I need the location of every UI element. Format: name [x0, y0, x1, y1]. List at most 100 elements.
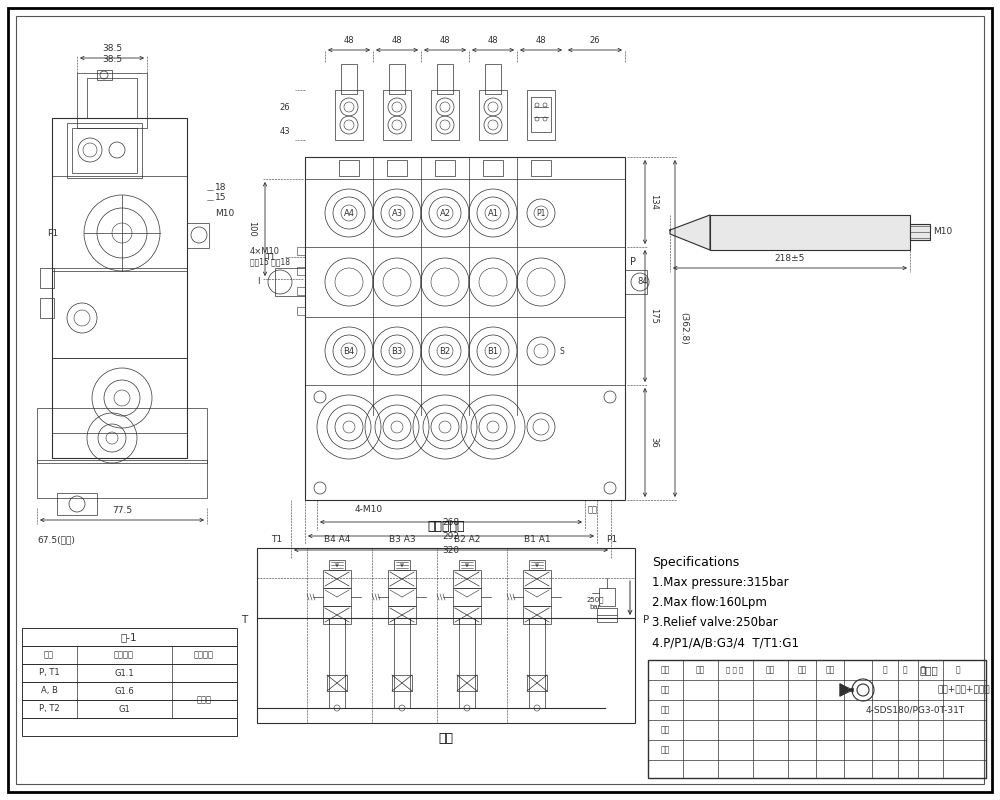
Text: 审核: 审核 — [660, 706, 670, 714]
Bar — [527, 675, 547, 691]
Bar — [323, 606, 351, 624]
Text: G1.6: G1.6 — [114, 686, 134, 695]
Text: 48: 48 — [536, 36, 546, 45]
Text: G1.1: G1.1 — [114, 669, 134, 678]
Bar — [485, 64, 501, 94]
Text: 4×M10: 4×M10 — [250, 247, 280, 257]
Text: B3 A3: B3 A3 — [389, 535, 415, 545]
Bar — [37, 408, 207, 463]
Text: S: S — [559, 346, 564, 355]
Text: 液压原理图: 液压原理图 — [427, 519, 465, 533]
Text: (362.8): (362.8) — [679, 312, 688, 345]
Text: 制图: 制图 — [660, 666, 670, 674]
Bar — [77, 73, 147, 128]
Bar — [389, 64, 405, 94]
Bar — [435, 160, 455, 176]
Text: 48: 48 — [344, 36, 354, 45]
Bar — [37, 460, 207, 498]
Text: 67.5(测轴): 67.5(测轴) — [37, 535, 75, 545]
Text: 签名: 签名 — [765, 666, 775, 674]
Text: A3: A3 — [391, 209, 403, 218]
Text: 深公15 兰公18: 深公15 兰公18 — [250, 258, 290, 266]
Text: 48: 48 — [488, 36, 498, 45]
Bar — [257, 548, 635, 723]
Text: 校对: 校对 — [660, 686, 670, 694]
Bar — [457, 675, 477, 691]
Bar — [388, 570, 416, 588]
Text: 4.P/P1/A/B:G3/4  T/T1:G1: 4.P/P1/A/B:G3/4 T/T1:G1 — [652, 636, 799, 649]
Text: M10: M10 — [933, 227, 952, 237]
Text: 4-M10: 4-M10 — [355, 506, 383, 514]
Bar — [523, 570, 551, 588]
Text: 共: 共 — [883, 666, 887, 674]
Bar — [297, 287, 305, 295]
Bar — [97, 70, 112, 80]
Bar — [910, 224, 930, 240]
Text: P, T1: P, T1 — [39, 669, 59, 678]
Bar — [297, 247, 305, 255]
Text: 张: 张 — [956, 666, 960, 674]
Text: 320: 320 — [442, 546, 460, 555]
Text: 年 月 日: 年 月 日 — [726, 666, 744, 674]
Text: 134: 134 — [649, 194, 658, 210]
Text: 标准件: 标准件 — [196, 695, 212, 705]
Text: 串联: 串联 — [438, 731, 454, 745]
Text: I: I — [257, 278, 260, 286]
Bar — [529, 560, 545, 570]
Text: 250
bar: 250 bar — [586, 596, 604, 610]
Text: 26: 26 — [590, 36, 600, 45]
Bar — [323, 588, 351, 606]
Text: P1: P1 — [536, 209, 546, 218]
Text: 15: 15 — [215, 194, 226, 202]
Text: 表-1: 表-1 — [121, 632, 137, 642]
Text: 2.Max flow:160Lpm: 2.Max flow:160Lpm — [652, 596, 767, 609]
Bar — [597, 608, 617, 622]
Bar — [531, 160, 551, 176]
Text: M10: M10 — [215, 209, 234, 218]
Text: 单位: 单位 — [695, 666, 705, 674]
Bar — [387, 160, 407, 176]
Bar — [710, 215, 910, 250]
Bar — [648, 660, 986, 778]
Bar — [22, 700, 237, 718]
Text: 100: 100 — [247, 221, 256, 237]
Bar — [297, 267, 305, 275]
Text: 268: 268 — [442, 518, 460, 527]
Text: B3: B3 — [391, 346, 403, 355]
Bar — [531, 97, 551, 132]
Text: A4: A4 — [344, 209, 354, 218]
Text: 48: 48 — [440, 36, 450, 45]
Text: P1: P1 — [606, 535, 618, 545]
Text: A1: A1 — [488, 209, 498, 218]
Bar — [305, 157, 625, 500]
Bar — [22, 718, 237, 736]
Text: 比例: 比例 — [797, 666, 807, 674]
Text: B4: B4 — [343, 346, 355, 355]
Text: B2: B2 — [439, 346, 451, 355]
Bar — [327, 675, 347, 691]
Text: Specifications: Specifications — [652, 556, 739, 569]
Bar — [527, 90, 555, 140]
Bar — [22, 646, 237, 664]
Bar — [459, 560, 475, 570]
Text: A2: A2 — [440, 209, 450, 218]
Text: B4 A4: B4 A4 — [324, 535, 350, 545]
Text: P1: P1 — [47, 229, 58, 238]
Bar — [57, 493, 97, 515]
Bar — [22, 664, 237, 682]
Bar — [453, 606, 481, 624]
Bar — [67, 123, 142, 178]
Text: 43: 43 — [279, 127, 290, 137]
Polygon shape — [840, 684, 853, 696]
Bar — [323, 570, 351, 588]
Text: 第: 第 — [921, 666, 925, 674]
Text: 77.5: 77.5 — [112, 506, 132, 515]
Text: 外形图: 外形图 — [920, 665, 938, 675]
Text: A, B: A, B — [41, 686, 57, 695]
Polygon shape — [670, 215, 710, 250]
Text: 84: 84 — [637, 278, 648, 286]
Bar — [22, 682, 237, 700]
Text: 重量: 重量 — [825, 666, 835, 674]
Bar — [52, 358, 187, 433]
Text: G1: G1 — [118, 705, 130, 714]
